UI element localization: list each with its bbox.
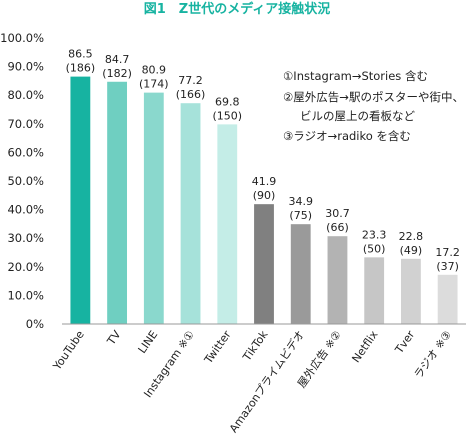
bar: [143, 92, 164, 324]
count-label: (50): [363, 242, 386, 255]
count-label: (49): [400, 244, 423, 257]
bar: [327, 236, 348, 324]
footnote: ③ラジオ→radiko を含む: [283, 129, 411, 143]
y-tick-label: 70.0%: [7, 117, 44, 131]
bar: [364, 257, 385, 324]
bar: [217, 124, 238, 324]
bar: [400, 258, 421, 324]
y-tick-label: 50.0%: [7, 174, 44, 188]
count-label: (66): [326, 221, 349, 234]
chart-title: 図1 Z世代のメディア接触状況: [144, 1, 331, 17]
category-label: Netflix: [349, 328, 380, 365]
count-label: (166): [176, 88, 206, 101]
category-label: TV: [104, 328, 124, 348]
category-label: TikTok: [240, 328, 271, 364]
count-label: (90): [253, 189, 276, 202]
value-label: 41.9: [252, 175, 277, 188]
footnote: ①Instagram→Stories 含む: [283, 69, 428, 83]
y-tick-label: 20.0%: [7, 260, 44, 274]
value-label: 22.8: [399, 230, 424, 243]
category-label: Tver: [392, 328, 418, 357]
y-tick-label: 10.0%: [7, 288, 44, 302]
value-label: 17.2: [435, 246, 460, 259]
category-label: ラジオ ※③: [412, 328, 454, 381]
value-label: 69.8: [215, 95, 240, 108]
value-label: 23.3: [362, 228, 387, 241]
value-labels: 86.5(186) 84.7(182) 80.9(174) 77.2(166) 69.8…: [66, 48, 460, 273]
category-label: Twitter: [201, 328, 234, 367]
count-label: (174): [139, 78, 169, 91]
bar: [107, 81, 128, 325]
bar: [290, 224, 311, 324]
y-tick-label: 30.0%: [7, 231, 44, 245]
count-label: (186): [66, 62, 96, 75]
footnote: ②屋外広告→駅のポスターや街中、: [283, 90, 464, 104]
value-label: 34.9: [288, 195, 313, 208]
bars: [70, 76, 458, 325]
y-tick-label: 100.0%: [0, 31, 44, 45]
y-tick-label: 80.0%: [7, 88, 44, 102]
bar: [70, 76, 91, 324]
bar: [437, 274, 458, 324]
y-tick-label: 0%: [26, 317, 44, 331]
value-label: 86.5: [68, 48, 93, 61]
value-label: 80.9: [142, 64, 167, 77]
category-label: LINE: [136, 328, 161, 356]
footnotes: ①Instagram→Stories 含む ②屋外広告→駅のポスターや街中、ビルの…: [283, 69, 464, 143]
bar: [254, 204, 274, 324]
bar: [180, 103, 201, 324]
value-label: 77.2: [178, 74, 203, 87]
value-label: 30.7: [325, 207, 350, 220]
count-label: (37): [436, 260, 459, 273]
y-tick-label: 40.0%: [7, 203, 44, 217]
count-label: (150): [212, 109, 242, 122]
y-tick-label: 60.0%: [7, 145, 44, 159]
footnote: ビルの屋上の看板など: [300, 109, 415, 123]
y-axis: 0% 10.0% 20.0% 30.0% 40.0% 50.0% 60.0% 70.0% 80.…: [0, 31, 44, 331]
y-tick-label: 90.0%: [7, 60, 44, 74]
value-label: 84.7: [105, 53, 130, 66]
count-label: (182): [102, 67, 132, 80]
count-label: (75): [289, 209, 312, 222]
category-label: YouTube: [50, 328, 87, 373]
